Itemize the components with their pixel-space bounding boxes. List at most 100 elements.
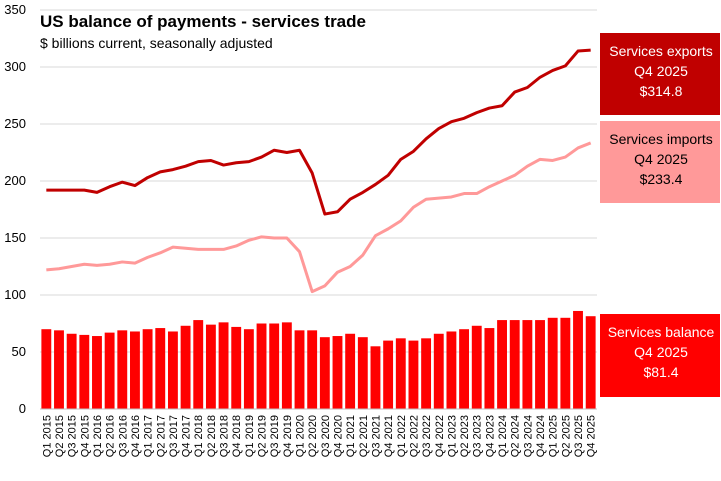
x-tick-label: Q1 2021 [345,415,357,457]
balance-bar [535,320,545,409]
x-axis: Q1 2015 Q2 2015 Q3 2015 Q4 2015 Q1 2016 Q2 20… [40,408,598,457]
balance-bar [547,317,558,409]
x-tick-label: Q3 2017 [168,415,180,457]
services-balance-callout-line3: $81.4 [643,364,678,380]
x-tick-label: Q3 2021 [370,415,382,457]
x-tick-label: Q4 2016 [130,415,142,457]
x-tick-label: Q4 2025 [586,415,598,457]
x-tick-label: Q3 2022 [421,415,433,457]
balance-bar [193,320,204,409]
y-axis: 0 50 100 150 200 250 300 350 [4,2,26,416]
balance-bar [66,333,77,409]
services-balance-callout-line2: Q4 2025 [634,344,688,360]
balance-bar [370,346,381,409]
balance-bar [497,320,507,409]
x-tick-label: Q3 2015 [67,415,79,457]
x-tick-label: Q4 2019 [282,415,294,457]
x-tick-label: Q2 2018 [206,415,218,457]
balance-bar [155,328,166,409]
x-tick-label: Q2 2016 [105,415,117,457]
balance-bar [560,317,571,409]
balance-bar [509,320,520,409]
balance-bar [231,326,242,409]
balance-bar [332,336,343,409]
balance-bar [79,334,90,409]
x-tick-label: Q2 2015 [54,415,66,457]
balance-bar [307,330,318,409]
y-tick-label: 300 [4,59,26,74]
balance-bar [54,330,64,409]
y-tick-label: 200 [4,173,26,188]
x-tick-label: Q3 2019 [269,415,281,457]
x-tick-label: Q1 2015 [41,415,53,457]
balance-bar [573,310,583,409]
x-tick-label: Q2 2020 [307,415,319,457]
balance-bar [421,338,432,409]
y-tick-label: 100 [4,287,26,302]
x-tick-label: Q2 2022 [408,415,420,457]
services-exports-callout-box [600,33,720,115]
x-tick-label: Q3 2024 [522,415,534,457]
services-imports-callout-line2: Q4 2025 [634,151,688,167]
services-exports-callout-line3: $314.8 [640,83,683,99]
x-tick-label: Q1 2024 [497,415,509,457]
x-tick-label: Q3 2016 [117,415,129,457]
balance-bar [117,330,128,409]
balance-bar [104,332,115,409]
y-tick-label: 50 [12,344,26,359]
x-tick-label: Q1 2022 [396,415,408,457]
y-tick-label: 350 [4,2,26,17]
balance-bar [142,329,153,409]
services-balance-callout-box [600,314,720,397]
balance-bar [269,323,280,409]
x-tick-label: Q3 2025 [573,415,585,457]
balance-bar [395,338,406,409]
services-balance-callout: Services balance Q4 2025 $81.4 [600,314,720,397]
balance-bar [446,331,457,409]
services-imports-callout: Services imports Q4 2025 $233.4 [600,121,720,203]
x-tick-label: Q4 2023 [484,415,496,457]
x-tick-label: Q2 2023 [459,415,471,457]
balance-bar [357,337,368,409]
x-tick-label: Q4 2017 [181,415,193,457]
balance-bar [167,331,178,409]
x-tick-label: Q4 2024 [535,415,547,457]
balance-bar [205,324,216,409]
x-tick-label: Q4 2021 [383,415,395,457]
x-tick-label: Q2 2019 [257,415,269,457]
y-tick-label: 150 [4,230,26,245]
services-exports-callout-line1: Services exports [609,43,712,59]
balance-bar [218,322,229,409]
balance-bar [484,328,495,409]
x-tick-label: Q1 2016 [92,415,104,457]
balance-bar [522,320,533,409]
callout-boxes: Services exports Q4 2025 $314.8 Services im… [600,33,720,397]
balance-bar [471,325,482,409]
x-tick-label: Q3 2018 [219,415,231,457]
balance-bar [459,329,470,409]
balance-bar [41,329,52,409]
balance-bar [585,316,596,409]
y-tick-label: 250 [4,116,26,131]
x-tick-label: Q1 2020 [295,415,307,457]
chart-subtitle: $ billions current, seasonally adjusted [40,35,273,51]
x-tick-label: Q2 2021 [358,415,370,457]
x-tick-label: Q1 2023 [446,415,458,457]
x-tick-label: Q2 2024 [510,415,522,457]
balance-bar [180,325,191,409]
services-exports-callout-line2: Q4 2025 [634,63,688,79]
balance-bars [41,310,596,409]
x-tick-label: Q1 2025 [548,415,560,457]
balance-bar [92,336,102,409]
services-imports-line [46,141,592,294]
balance-bar [130,331,140,409]
services-imports-callout-line3: $233.4 [640,171,683,187]
balance-bar [281,322,292,409]
balance-bar [243,329,254,409]
x-tick-label: Q4 2022 [434,415,446,457]
balance-bar [408,340,419,409]
services-exports-callout: Services exports Q4 2025 $314.8 [600,33,720,115]
x-tick-label: Q2 2025 [560,415,572,457]
y-tick-label: 0 [19,401,26,416]
